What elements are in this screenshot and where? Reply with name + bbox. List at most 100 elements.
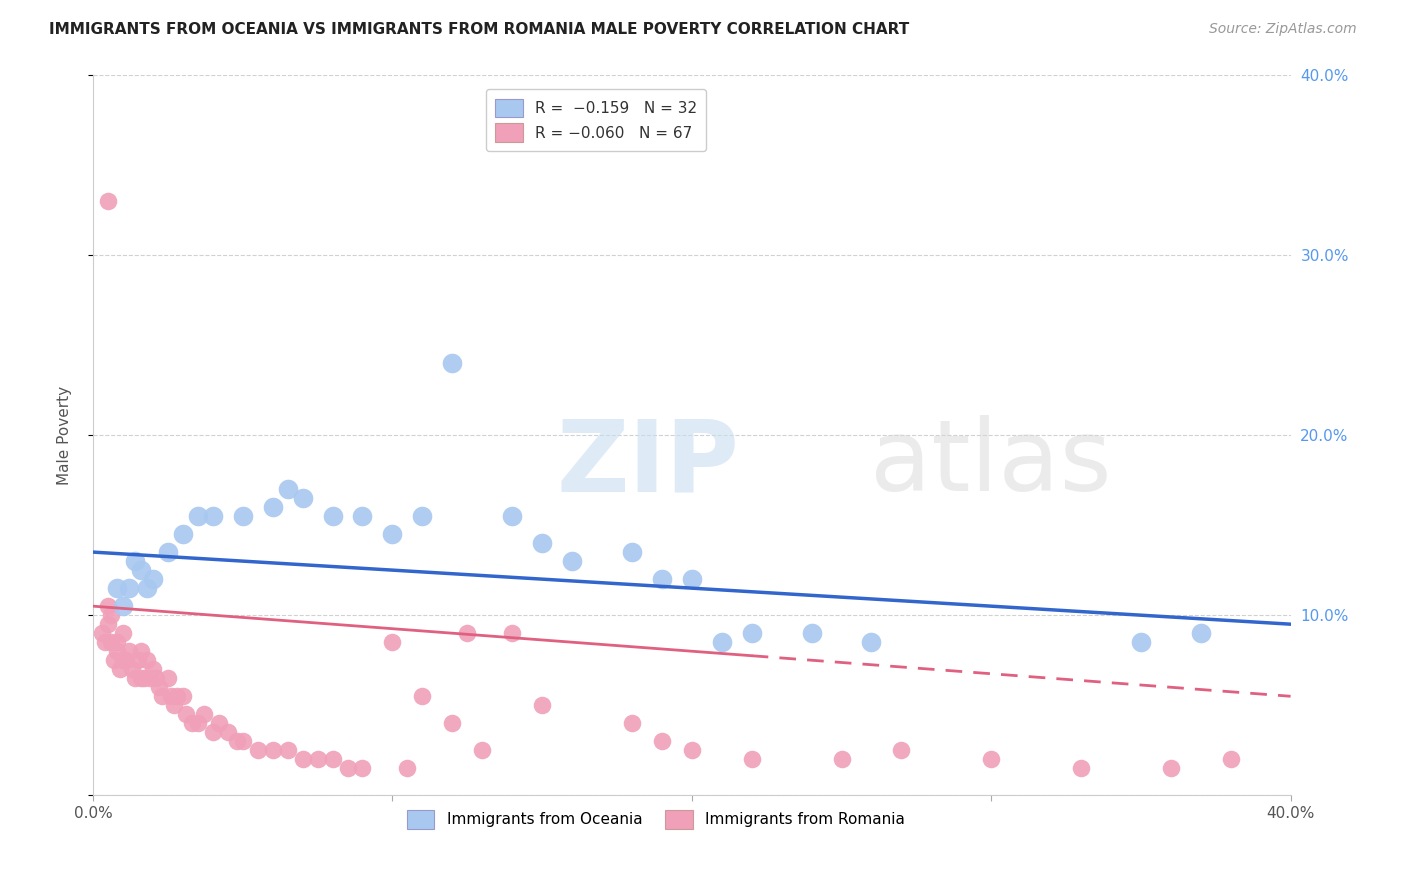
Point <box>108 662 131 676</box>
Point <box>118 581 141 595</box>
Point <box>105 644 128 658</box>
Point <box>172 527 194 541</box>
Point <box>115 653 138 667</box>
Point <box>118 644 141 658</box>
Point <box>651 734 673 748</box>
Point <box>396 761 419 775</box>
Point <box>681 572 703 586</box>
Point <box>381 635 404 649</box>
Legend: Immigrants from Oceania, Immigrants from Romania: Immigrants from Oceania, Immigrants from… <box>401 804 911 835</box>
Point <box>135 581 157 595</box>
Point <box>111 599 134 614</box>
Point <box>322 752 344 766</box>
Point <box>111 653 134 667</box>
Point <box>156 545 179 559</box>
Y-axis label: Male Poverty: Male Poverty <box>58 385 72 484</box>
Point <box>620 716 643 731</box>
Point <box>172 690 194 704</box>
Point <box>411 690 433 704</box>
Point <box>277 743 299 757</box>
Point <box>1189 626 1212 640</box>
Point <box>193 707 215 722</box>
Point <box>441 356 464 370</box>
Point <box>97 617 120 632</box>
Point <box>121 662 143 676</box>
Point <box>187 509 209 524</box>
Point <box>561 554 583 568</box>
Point <box>336 761 359 775</box>
Point <box>135 653 157 667</box>
Point <box>246 743 269 757</box>
Point <box>124 671 146 685</box>
Point <box>150 690 173 704</box>
Point <box>166 690 188 704</box>
Point <box>741 626 763 640</box>
Point <box>225 734 247 748</box>
Point <box>187 716 209 731</box>
Point <box>208 716 231 731</box>
Point <box>620 545 643 559</box>
Point <box>291 752 314 766</box>
Point <box>741 752 763 766</box>
Point <box>129 563 152 577</box>
Point <box>980 752 1002 766</box>
Point <box>501 509 523 524</box>
Point <box>100 635 122 649</box>
Point <box>232 734 254 748</box>
Point <box>277 482 299 496</box>
Point <box>710 635 733 649</box>
Point <box>352 761 374 775</box>
Point <box>831 752 853 766</box>
Point <box>681 743 703 757</box>
Point <box>381 527 404 541</box>
Point <box>501 626 523 640</box>
Text: atlas: atlas <box>870 416 1112 512</box>
Point <box>148 680 170 694</box>
Point <box>132 671 155 685</box>
Point <box>411 509 433 524</box>
Point <box>180 716 202 731</box>
Point <box>100 608 122 623</box>
Point <box>262 500 284 514</box>
Point <box>111 626 134 640</box>
Point <box>160 690 183 704</box>
Point <box>174 707 197 722</box>
Text: IMMIGRANTS FROM OCEANIA VS IMMIGRANTS FROM ROMANIA MALE POVERTY CORRELATION CHAR: IMMIGRANTS FROM OCEANIA VS IMMIGRANTS FR… <box>49 22 910 37</box>
Text: ZIP: ZIP <box>557 416 740 512</box>
Point <box>531 698 554 713</box>
Point <box>103 653 125 667</box>
Point <box>531 536 554 550</box>
Point <box>105 635 128 649</box>
Point <box>860 635 883 649</box>
Point <box>163 698 186 713</box>
Point <box>127 653 149 667</box>
Point <box>142 662 165 676</box>
Point <box>129 671 152 685</box>
Point <box>262 743 284 757</box>
Point <box>129 644 152 658</box>
Point <box>890 743 912 757</box>
Point <box>201 725 224 739</box>
Text: Source: ZipAtlas.com: Source: ZipAtlas.com <box>1209 22 1357 37</box>
Point <box>1160 761 1182 775</box>
Point <box>456 626 478 640</box>
Point <box>322 509 344 524</box>
Point <box>1129 635 1152 649</box>
Point <box>217 725 239 739</box>
Point <box>139 671 162 685</box>
Point <box>1070 761 1092 775</box>
Point <box>441 716 464 731</box>
Point <box>142 572 165 586</box>
Point <box>291 491 314 505</box>
Point <box>91 626 114 640</box>
Point <box>1219 752 1241 766</box>
Point <box>232 509 254 524</box>
Point <box>800 626 823 640</box>
Point <box>124 554 146 568</box>
Point <box>105 581 128 595</box>
Point <box>145 671 167 685</box>
Point <box>156 671 179 685</box>
Point <box>201 509 224 524</box>
Point <box>471 743 494 757</box>
Point <box>97 599 120 614</box>
